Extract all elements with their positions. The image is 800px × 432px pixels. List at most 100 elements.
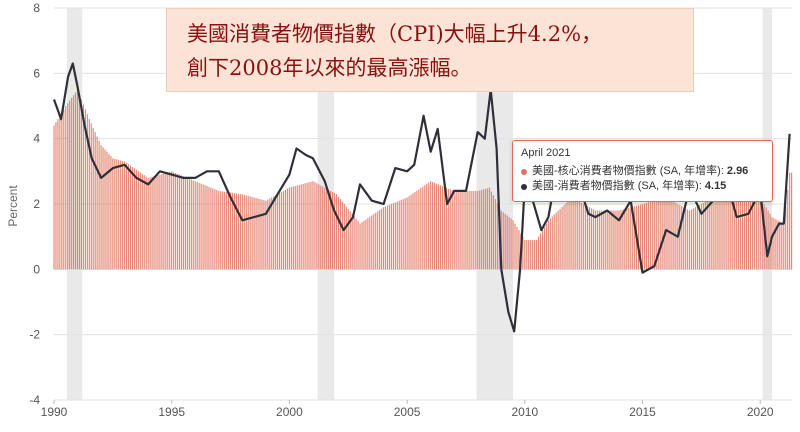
core-cpi-bar (78, 94, 81, 270)
core-cpi-bar (310, 181, 312, 270)
core-cpi-bar (65, 106, 67, 270)
core-cpi-bar (163, 173, 165, 270)
core-cpi-bar (471, 190, 473, 270)
core-cpi-bar (467, 190, 469, 270)
core-cpi-bar (390, 204, 393, 270)
core-cpi-bar (534, 239, 536, 270)
core-cpi-bar (412, 193, 414, 270)
core-cpi-bar (728, 195, 730, 270)
core-cpi-bar (94, 132, 96, 270)
core-cpi-bar (502, 212, 504, 270)
y-tick-label: 0 (33, 262, 40, 276)
core-cpi-bar (284, 189, 287, 270)
tooltip-row-cpi: 美國-消費者物價指數 (SA, 年增率): 4.15 (521, 179, 764, 194)
core-cpi-bar (437, 184, 440, 270)
core-cpi-bar (131, 166, 134, 270)
core-cpi-bar (600, 210, 602, 270)
core-cpi-bar (137, 171, 139, 270)
core-cpi-bar (396, 201, 398, 270)
core-cpi-bar (139, 172, 141, 270)
core-cpi-bar (657, 199, 659, 270)
core-cpi-bar (229, 192, 232, 270)
core-cpi-bar (408, 196, 410, 270)
core-cpi-bar (330, 190, 332, 270)
core-cpi-bar (116, 159, 118, 270)
tooltip-core-label: 美國-核心消費者物價指數 (SA, 年增率): (532, 165, 724, 177)
core-cpi-bar (416, 190, 418, 270)
cpi-series-dot (521, 183, 527, 190)
core-cpi-bar (255, 198, 257, 270)
core-cpi-bar (453, 190, 455, 270)
core-cpi-bar (233, 193, 236, 270)
core-cpi-bar (426, 183, 428, 270)
core-cpi-bar (190, 179, 192, 270)
core-cpi-bar (267, 199, 269, 270)
core-cpi-bar (263, 200, 265, 270)
core-cpi-bar (279, 193, 281, 270)
core-cpi-bar (653, 200, 655, 270)
core-cpi-bar (133, 168, 136, 270)
y-tick-label: -4 (29, 393, 40, 407)
core-cpi-bar (671, 200, 673, 270)
core-cpi-bar (622, 209, 624, 270)
core-cpi-bar (402, 199, 404, 270)
core-cpi-bar (522, 236, 524, 270)
core-cpi-bar (275, 195, 277, 270)
core-cpi-bar (298, 184, 300, 270)
core-cpi-bar (175, 172, 177, 270)
core-cpi-bar (747, 195, 750, 270)
core-cpi-bar (159, 174, 161, 270)
core-cpi-bar (687, 209, 689, 270)
core-cpi-bar (67, 103, 69, 270)
core-cpi-bar (312, 181, 314, 270)
core-cpi-bar (73, 95, 75, 270)
core-cpi-bar (106, 151, 108, 270)
core-cpi-bar (382, 207, 385, 270)
core-cpi-bar (563, 205, 565, 270)
core-cpi-bar (351, 213, 353, 270)
core-cpi-bar (681, 206, 683, 270)
core-cpi-bar (288, 187, 290, 270)
core-cpi-bar (357, 221, 359, 270)
core-cpi-bar (743, 195, 746, 270)
core-cpi-bar (661, 198, 663, 270)
y-tick-label: 6 (33, 66, 40, 80)
core-cpi-bar (379, 209, 381, 270)
tooltip-cpi-label: 美國-消費者物價指數 (SA, 年增率): (532, 180, 702, 192)
core-cpi-bar (577, 200, 579, 270)
core-cpi-bar (388, 204, 391, 270)
core-cpi-bar (186, 177, 188, 270)
core-cpi-bar (481, 189, 483, 270)
core-cpi-bar (526, 239, 528, 270)
core-cpi-bar (602, 210, 604, 270)
core-cpi-bar (449, 189, 451, 270)
core-cpi-bar (641, 204, 644, 270)
core-cpi-bar (282, 190, 285, 270)
core-cpi-bar (528, 239, 530, 270)
core-cpi-bar (475, 190, 477, 270)
core-cpi-bar (200, 183, 202, 270)
core-cpi-bar (561, 206, 563, 270)
core-cpi-bar (685, 208, 687, 270)
core-cpi-bar (565, 203, 567, 270)
core-cpi-bar (761, 200, 763, 270)
core-cpi-bar (645, 202, 648, 270)
core-cpi-bar (59, 115, 61, 270)
core-cpi-bar (118, 159, 120, 270)
core-cpi-bar (222, 191, 224, 270)
core-cpi-bar (638, 205, 640, 270)
core-cpi-bar (302, 183, 304, 270)
core-cpi-bar (277, 194, 279, 270)
core-cpi-bar (477, 190, 479, 270)
core-cpi-bar (224, 191, 226, 270)
core-cpi-bar (271, 197, 273, 270)
core-cpi-bar (125, 162, 128, 270)
core-cpi-bar (594, 210, 597, 270)
core-cpi-bar (726, 195, 728, 270)
core-cpi-bar (508, 217, 510, 270)
core-cpi-bar (716, 196, 718, 270)
core-cpi-bar (771, 217, 773, 270)
core-cpi-bar (63, 109, 65, 270)
y-tick-label: -2 (29, 328, 40, 342)
core-cpi-bar (592, 209, 595, 270)
